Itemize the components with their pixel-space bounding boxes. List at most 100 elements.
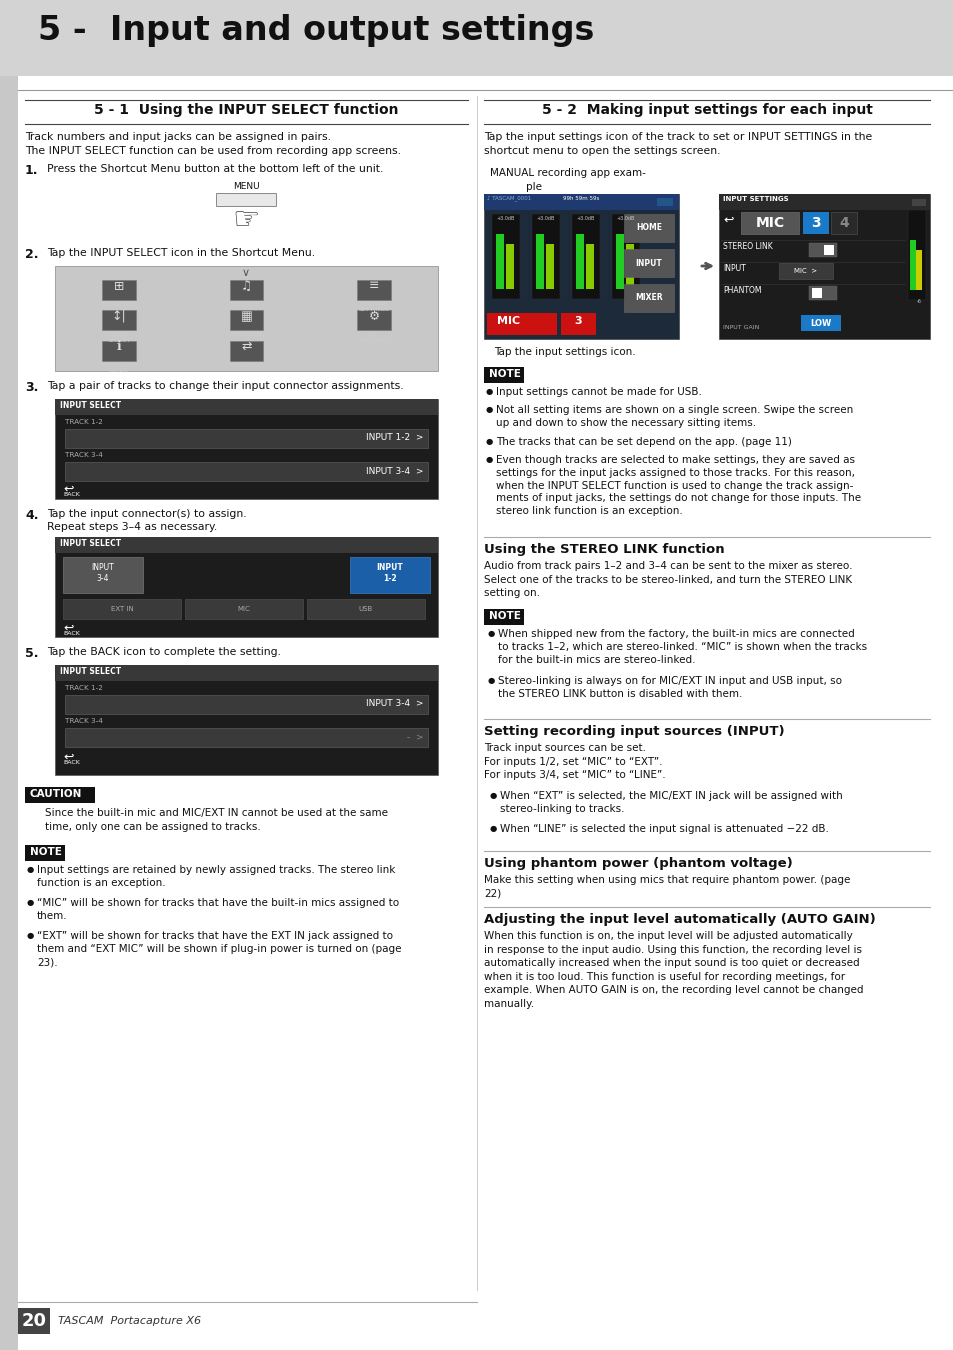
Bar (102, 279, 135, 300)
Bar (230, 340, 263, 360)
Bar (911, 198, 925, 207)
Bar (65, 429, 428, 448)
Bar (625, 244, 634, 289)
Text: INPUT 1-2  >: INPUT 1-2 > (366, 433, 423, 443)
Text: PUNCH I/O: PUNCH I/O (230, 363, 263, 367)
Text: TRACK 3-4: TRACK 3-4 (65, 718, 103, 724)
Bar (486, 313, 557, 335)
Text: Setting recording input sources (INPUT): Setting recording input sources (INPUT) (483, 725, 783, 738)
Text: ↩: ↩ (722, 215, 733, 227)
Bar (811, 288, 821, 298)
Bar (585, 244, 594, 289)
Bar (802, 212, 828, 234)
Text: +3.0dB: +3.0dB (617, 216, 635, 221)
Text: Make this setting when using mics that require phantom power. (page
22): Make this setting when using mics that r… (483, 875, 849, 899)
Bar (907, 211, 925, 300)
Bar (0, 76, 18, 1350)
Text: Stereo-linking is always on for MIC/EXT IN input and USB input, so
the STEREO LI: Stereo-linking is always on for MIC/EXT … (497, 676, 841, 699)
Text: 2.: 2. (25, 248, 38, 261)
Text: INPUT: INPUT (722, 265, 745, 273)
Text: TASCAM  Portacapture X6: TASCAM Portacapture X6 (58, 1316, 201, 1326)
Text: Using phantom power (phantom voltage): Using phantom power (phantom voltage) (483, 857, 792, 869)
Text: RECORDING
GUIDE: RECORDING GUIDE (100, 363, 138, 373)
Text: LOW: LOW (809, 319, 831, 328)
Bar (55, 266, 437, 371)
Text: INPUT SELECT: INPUT SELECT (60, 667, 121, 676)
Bar (356, 310, 391, 331)
Text: 5 -  Input and output settings: 5 - Input and output settings (38, 14, 594, 47)
Text: -  >: - > (404, 733, 423, 741)
Text: 1.: 1. (25, 163, 38, 177)
Bar (612, 215, 639, 298)
Text: ●: ● (485, 455, 493, 464)
Bar (215, 193, 275, 207)
Bar (823, 244, 833, 255)
Text: 4.: 4. (25, 509, 38, 522)
Text: MIXER: MIXER (635, 293, 662, 302)
Text: ↩: ↩ (63, 751, 73, 764)
Text: TRACK 1-2: TRACK 1-2 (65, 684, 103, 691)
Text: Input settings cannot be made for USB.: Input settings cannot be made for USB. (496, 387, 701, 397)
Bar (779, 263, 832, 279)
Bar (0, 0, 953, 76)
Text: +3.0dB: +3.0dB (497, 216, 515, 221)
Text: 3.: 3. (25, 381, 38, 394)
Text: 20: 20 (22, 1312, 47, 1330)
Text: ●: ● (488, 676, 495, 684)
Text: ●: ● (27, 931, 34, 940)
Bar (808, 286, 836, 300)
Text: Even though tracks are selected to make settings, they are saved as
settings for: Even though tracks are selected to make … (496, 455, 861, 516)
Text: BACK: BACK (63, 491, 80, 497)
Text: BROWSE: BROWSE (233, 302, 260, 306)
Bar (102, 310, 135, 331)
Text: ↩: ↩ (63, 622, 73, 634)
Bar (560, 313, 596, 335)
Bar (740, 212, 799, 234)
Text: When “EXT” is selected, the MIC/EXT IN jack will be assigned with
stereo-linking: When “EXT” is selected, the MIC/EXT IN j… (499, 791, 841, 814)
Text: +3.0dB: +3.0dB (577, 216, 595, 221)
Text: 3: 3 (574, 316, 581, 325)
Bar (185, 599, 303, 620)
Text: ⇄: ⇄ (241, 340, 252, 354)
Text: 5.: 5. (25, 647, 38, 660)
Text: Tap the input connector(s) to assign.
Repeat steps 3–4 as necessary.: Tap the input connector(s) to assign. Re… (47, 509, 247, 532)
Text: INPUT
3-4: INPUT 3-4 (91, 563, 114, 583)
Bar (576, 234, 583, 289)
Text: Tap the input settings icon.: Tap the input settings icon. (494, 347, 635, 356)
Text: EXT IN: EXT IN (111, 606, 133, 612)
Bar (536, 234, 543, 289)
Text: BACK: BACK (63, 630, 80, 636)
Text: Tap a pair of tracks to change their input connector assignments.: Tap a pair of tracks to change their inp… (47, 381, 403, 392)
Text: When shipped new from the factory, the built-in mics are connected
to tracks 1–2: When shipped new from the factory, the b… (497, 629, 866, 664)
Bar (545, 244, 554, 289)
Text: NOTE: NOTE (489, 369, 520, 379)
Text: ●: ● (490, 824, 497, 833)
Text: Input settings are retained by newly assigned tracks. The stereo link
function i: Input settings are retained by newly ass… (37, 865, 395, 888)
Bar (55, 537, 437, 554)
Text: Not all setting items are shown on a single screen. Swipe the screen
up and down: Not all setting items are shown on a sin… (496, 405, 852, 428)
Text: “EXT” will be shown for tracks that have the EXT IN jack assigned to
them and “E: “EXT” will be shown for tracks that have… (37, 931, 401, 968)
Bar (18, 1308, 50, 1334)
Text: 5 - 2  Making input settings for each input: 5 - 2 Making input settings for each inp… (541, 103, 872, 117)
Bar (496, 234, 503, 289)
Bar (572, 215, 599, 298)
Text: INPUT SELECT: INPUT SELECT (60, 539, 121, 548)
Bar (55, 666, 437, 680)
Bar (505, 244, 514, 289)
Bar (307, 599, 424, 620)
Text: INPUT
SELECT: INPUT SELECT (107, 332, 131, 343)
Text: The tracks that can be set depend on the app. (page 11): The tracks that can be set depend on the… (496, 437, 791, 447)
Text: ●: ● (485, 437, 493, 446)
Text: “MIC” will be shown for tracks that have the built-in mics assigned to
them.: “MIC” will be shown for tracks that have… (37, 898, 398, 921)
Text: 5 - 1  Using the INPUT SELECT function: 5 - 1 Using the INPUT SELECT function (94, 103, 398, 117)
Text: ple: ple (525, 182, 541, 192)
Text: ∨: ∨ (242, 269, 250, 278)
Text: ●: ● (485, 387, 493, 396)
Bar (830, 212, 856, 234)
Bar (808, 243, 836, 256)
Text: 4: 4 (839, 216, 848, 230)
Text: INPUT GAIN: INPUT GAIN (722, 325, 759, 329)
Text: PHANTOM: PHANTOM (722, 286, 760, 296)
Text: Audio from track pairs 1–2 and 3–4 can be sent to the mixer as stereo.
Select on: Audio from track pairs 1–2 and 3–4 can b… (483, 562, 852, 598)
Text: Track input sources can be set.
For inputs 1/2, set “MIC” to “EXT”.
For inputs 3: Track input sources can be set. For inpu… (483, 743, 665, 780)
